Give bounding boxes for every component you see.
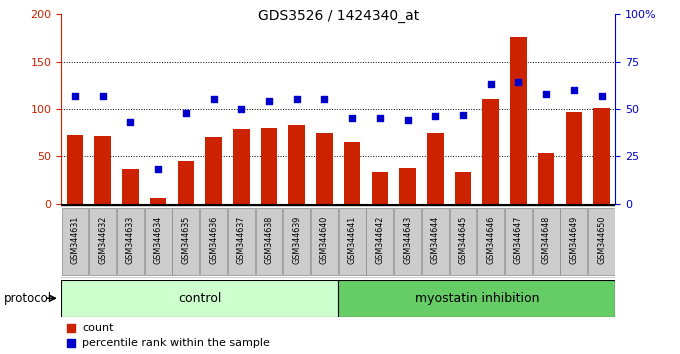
Text: GSM344648: GSM344648 (542, 216, 551, 264)
Point (402, 118, 413, 123)
Bar (316, 132, 333, 204)
Bar (284, 208, 310, 275)
Bar (173, 208, 199, 275)
Text: GSM344642: GSM344642 (375, 216, 384, 264)
Text: GSM344632: GSM344632 (99, 216, 107, 264)
Bar (288, 125, 305, 204)
Text: count: count (82, 322, 114, 332)
Text: GSM344638: GSM344638 (265, 216, 273, 264)
Text: GDS3526 / 1424340_at: GDS3526 / 1424340_at (258, 9, 419, 23)
Bar (177, 161, 194, 204)
Text: GSM344644: GSM344644 (431, 216, 440, 264)
Bar (233, 129, 250, 204)
Bar (260, 128, 277, 204)
Bar (338, 280, 615, 317)
Bar (482, 99, 499, 204)
Text: control: control (178, 292, 222, 305)
Bar (367, 208, 393, 275)
Bar (427, 133, 443, 204)
Point (568, 87, 579, 93)
Point (458, 112, 469, 118)
Bar (122, 170, 139, 204)
Bar (205, 137, 222, 204)
Point (66, 325, 77, 330)
Bar (510, 37, 527, 204)
Point (291, 97, 302, 102)
Bar (200, 208, 227, 275)
Bar (371, 172, 388, 204)
Bar (61, 280, 338, 317)
Bar (560, 208, 588, 275)
Text: GSM344641: GSM344641 (347, 216, 356, 264)
Bar (256, 208, 282, 275)
Bar (62, 208, 88, 275)
Point (125, 119, 136, 125)
Bar (339, 208, 366, 275)
Bar (588, 208, 615, 275)
Text: percentile rank within the sample: percentile rank within the sample (82, 338, 270, 348)
Bar (344, 142, 360, 204)
Text: GSM344647: GSM344647 (514, 216, 523, 264)
Point (153, 167, 164, 172)
Point (69, 93, 80, 98)
Point (264, 98, 275, 104)
Bar (117, 208, 144, 275)
Text: GSM344633: GSM344633 (126, 216, 135, 264)
Text: GSM344634: GSM344634 (154, 216, 163, 264)
Bar (532, 208, 560, 275)
Bar (505, 208, 532, 275)
Point (430, 114, 441, 119)
Bar (95, 136, 111, 204)
Point (208, 97, 219, 102)
Text: myostatin inhibition: myostatin inhibition (415, 292, 539, 305)
Text: GSM344637: GSM344637 (237, 216, 245, 264)
Bar (311, 208, 338, 275)
Bar (394, 208, 421, 275)
Bar (399, 167, 416, 204)
Bar (89, 208, 116, 275)
Text: GSM344631: GSM344631 (71, 216, 80, 264)
Text: GSM344645: GSM344645 (458, 216, 467, 264)
Bar (228, 208, 255, 275)
Text: GSM344649: GSM344649 (569, 216, 578, 264)
Text: GSM344635: GSM344635 (182, 216, 190, 264)
Point (513, 80, 524, 85)
Bar (455, 172, 471, 204)
Point (97, 93, 108, 98)
Point (66, 341, 77, 346)
Bar (150, 198, 167, 204)
Bar (593, 108, 610, 204)
Point (486, 81, 496, 87)
Text: GSM344640: GSM344640 (320, 216, 329, 264)
Bar (477, 208, 504, 275)
Text: GSM344639: GSM344639 (292, 216, 301, 264)
Bar (145, 208, 171, 275)
Bar (67, 135, 84, 204)
Point (541, 91, 551, 97)
Point (375, 115, 386, 121)
Text: GSM344646: GSM344646 (486, 216, 495, 264)
Bar (422, 208, 449, 275)
Text: GSM344636: GSM344636 (209, 216, 218, 264)
Bar (566, 112, 582, 204)
Text: GSM344643: GSM344643 (403, 216, 412, 264)
Point (347, 115, 358, 121)
Point (596, 93, 607, 98)
Bar (449, 208, 477, 275)
Point (236, 106, 247, 112)
Point (319, 97, 330, 102)
Point (180, 110, 191, 115)
Text: GSM344650: GSM344650 (597, 216, 606, 264)
Text: protocol: protocol (3, 292, 52, 305)
Bar (538, 153, 554, 204)
